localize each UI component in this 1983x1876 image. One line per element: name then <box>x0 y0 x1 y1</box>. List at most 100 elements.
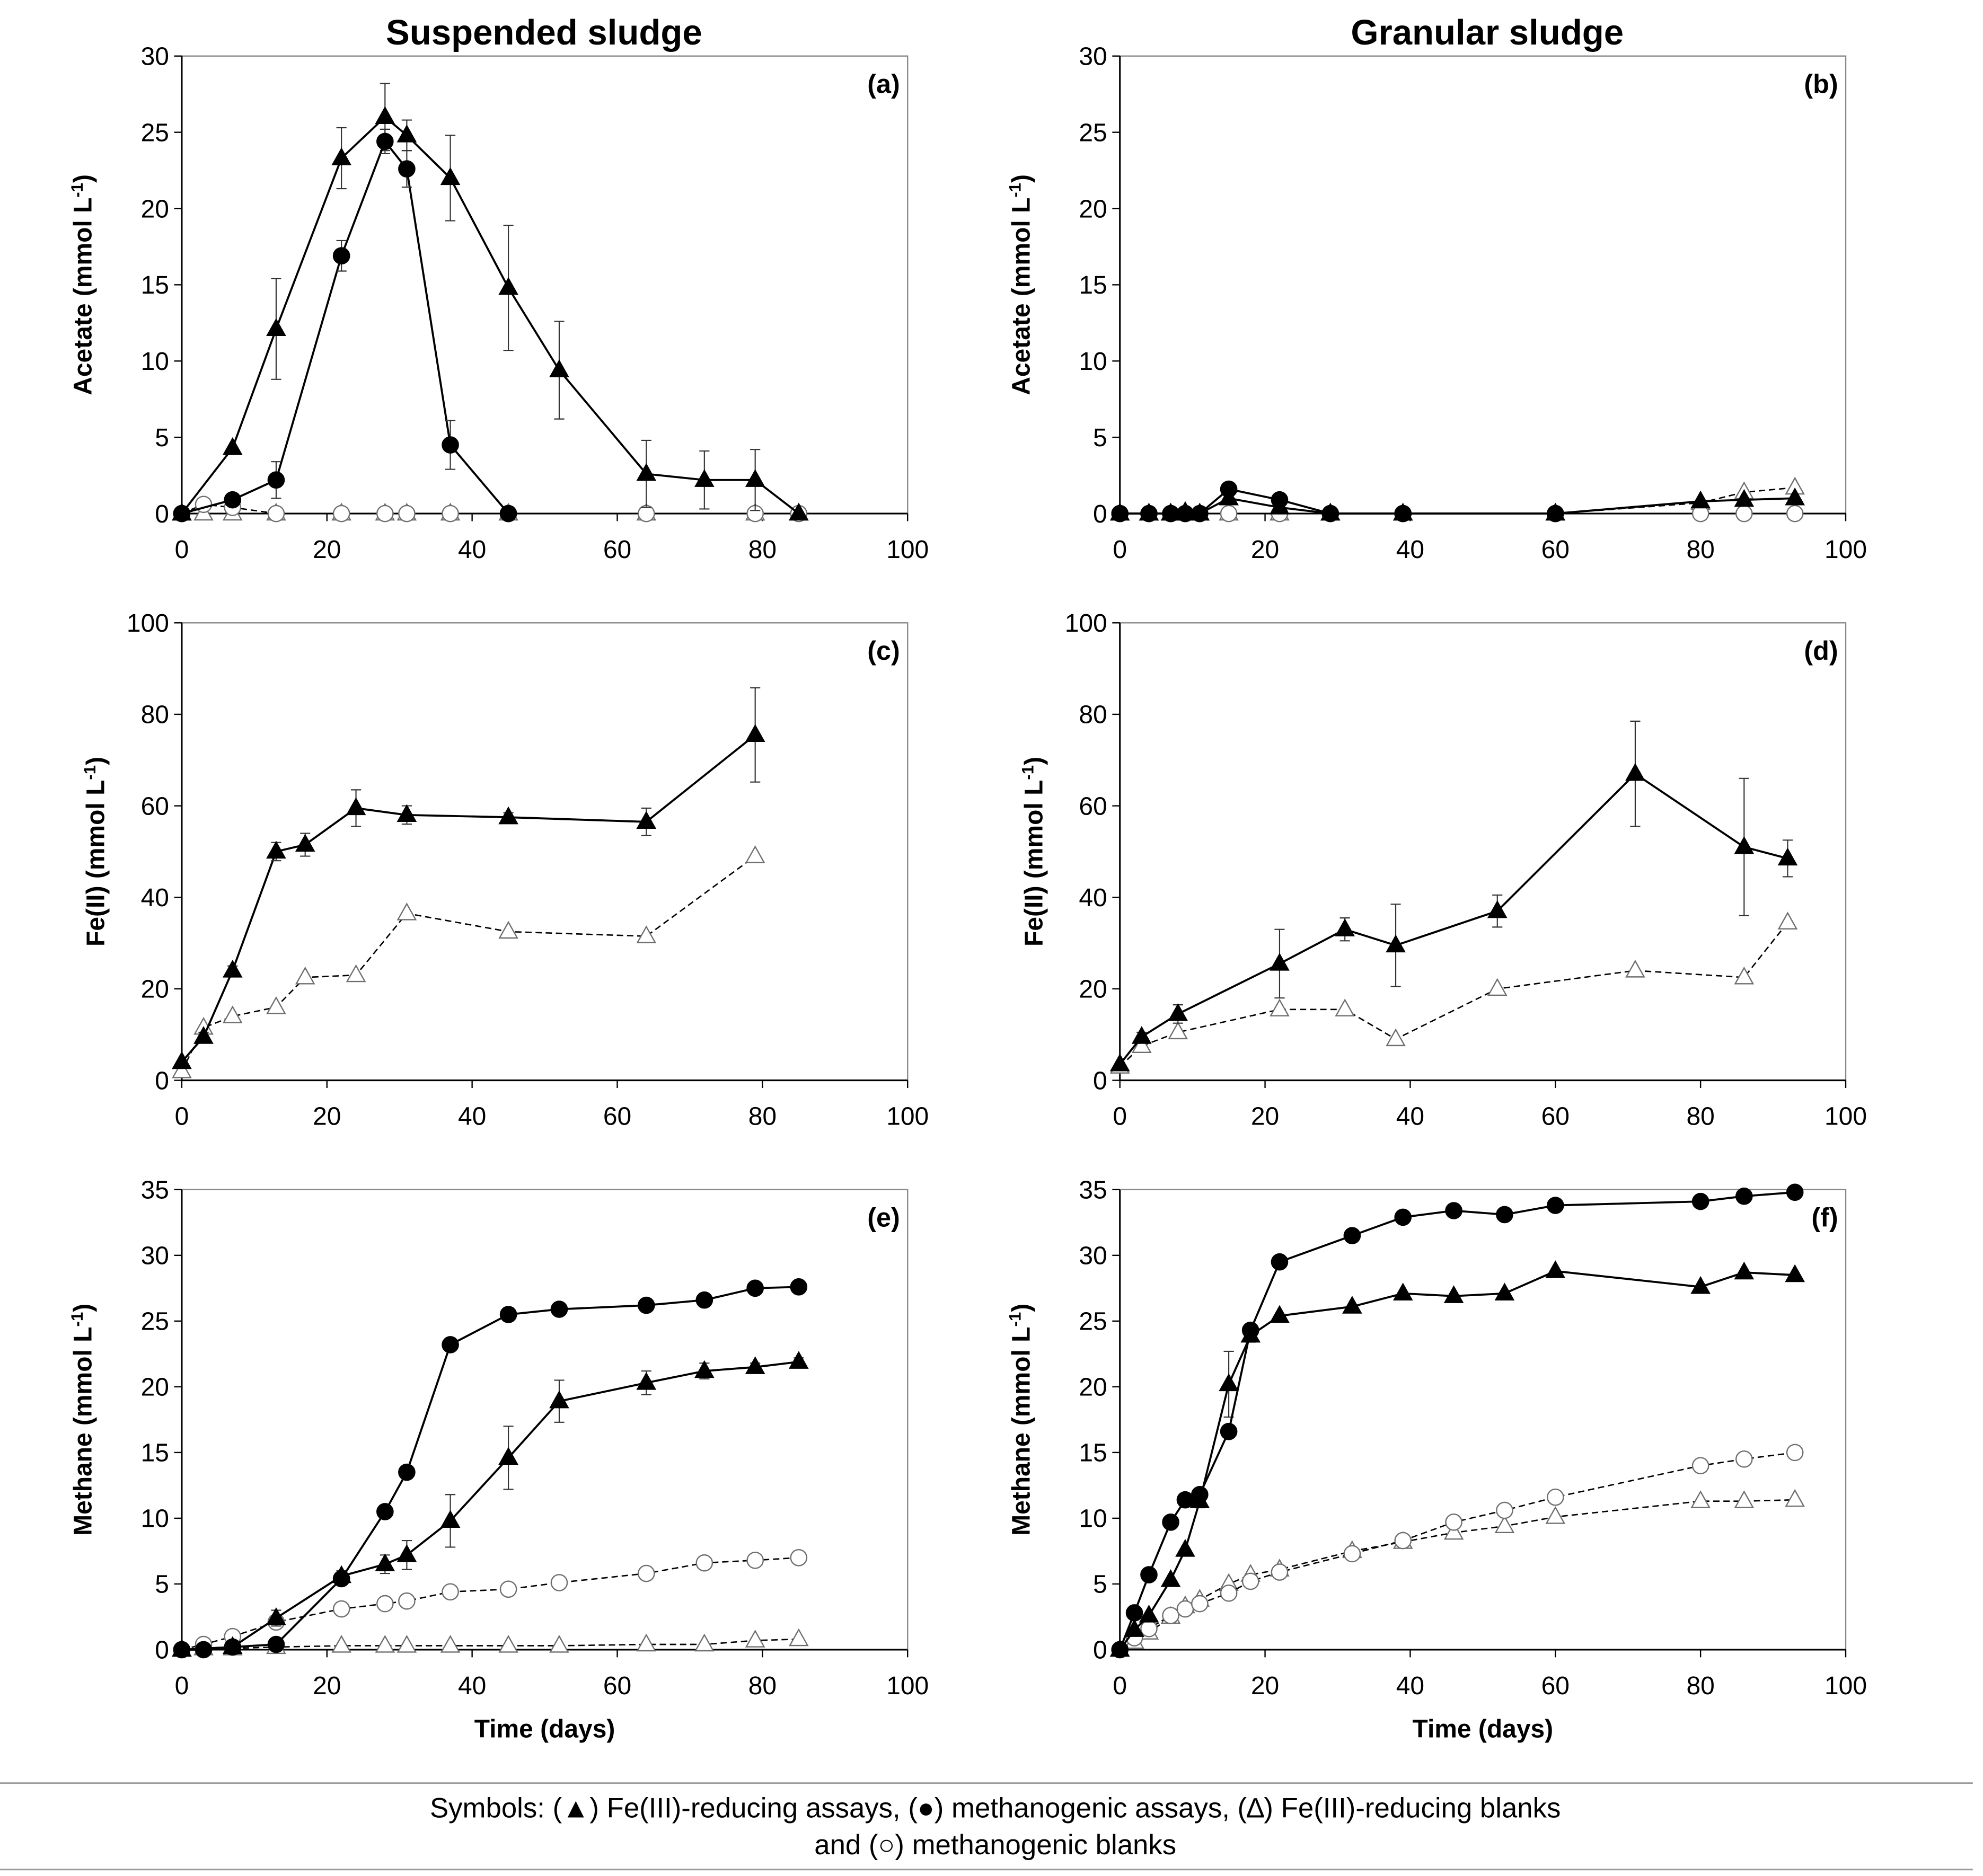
data-point-open-triangle <box>636 1633 657 1652</box>
x-tick-label: 0 <box>1113 1672 1127 1700</box>
data-point-filled-circle <box>1496 1206 1513 1224</box>
x-tick-label: 100 <box>1825 1103 1867 1131</box>
legend-punctuation: ( <box>861 1829 878 1861</box>
data-point-open-triangle <box>745 1630 765 1648</box>
data-point-filled-circle <box>1394 1208 1412 1226</box>
data-point-open-triangle <box>440 1635 461 1653</box>
data-point-filled-circle <box>224 1638 242 1656</box>
data-point-filled-circle <box>1691 1192 1709 1210</box>
data-point-filled-circle <box>1546 505 1564 523</box>
data-point-open-triangle <box>396 902 417 921</box>
y-axis-label-superscript: -1 <box>1006 1312 1025 1327</box>
data-point-open-triangle <box>346 964 366 983</box>
legend-caption: Symbols: (▲) Fe(III)-reducing assays, (●… <box>0 1782 1973 1871</box>
data-point-filled-circle <box>499 505 517 523</box>
x-tick-label: 20 <box>1251 1672 1279 1700</box>
data-point-filled-circle <box>398 1463 416 1481</box>
data-point-open-triangle <box>636 925 657 943</box>
legend-punctuation: ) <box>1264 1792 1281 1824</box>
x-tick-label: 80 <box>1686 1672 1714 1700</box>
y-tick-label: 0 <box>1093 1636 1107 1665</box>
data-point-filled-triangle <box>1734 489 1755 507</box>
data-point-open-circle <box>550 1574 568 1591</box>
x-tick-label: 100 <box>1825 1672 1867 1700</box>
data-point-open-triangle <box>295 966 315 985</box>
column-header-granular-sludge: Granular sludge <box>1351 13 1624 52</box>
y-axis-label-superscript: -1 <box>68 1312 86 1327</box>
series-filled-circle <box>173 1278 808 1659</box>
series-line <box>1119 772 1788 1065</box>
legend-label: methanogenic assays <box>951 1792 1222 1824</box>
column-header-suspended-sludge: Suspended sludge <box>386 13 702 52</box>
data-point-filled-triangle <box>1443 1285 1464 1303</box>
y-axis-label-close: ) <box>1007 174 1035 183</box>
x-tick-label: 60 <box>603 536 631 564</box>
y-tick-label: 40 <box>141 884 169 912</box>
legend-punctuation: ( <box>545 1792 562 1824</box>
x-tick-label: 80 <box>748 536 777 564</box>
data-point-filled-triangle <box>1270 1305 1290 1323</box>
x-axis-label: Time (days) <box>474 1715 615 1743</box>
data-point-open-triangle <box>1335 998 1355 1016</box>
y-axis-label: Acetate (mmol L-1) <box>1006 174 1036 395</box>
y-tick-label: 40 <box>1079 884 1107 912</box>
y-axis-label-superscript: -1 <box>1019 765 1037 780</box>
legend-symbol-open-triangle-icon: ∆ <box>1247 1792 1264 1824</box>
legend-lead: Symbols: <box>430 1792 545 1824</box>
legend-punctuation: , ( <box>893 1792 918 1824</box>
data-point-filled-triangle <box>788 502 809 521</box>
series-line <box>181 503 799 515</box>
y-axis-label-text: Fe(II) (mmol L <box>1020 780 1048 946</box>
data-point-filled-circle <box>195 1641 213 1659</box>
series-filled-circle <box>1111 1183 1804 1659</box>
y-tick-label: 20 <box>1079 195 1107 223</box>
y-tick-label: 10 <box>1079 348 1107 376</box>
data-point-filled-triangle <box>1690 1276 1711 1294</box>
x-tick-label: 60 <box>603 1672 631 1700</box>
data-point-filled-circle <box>499 1306 517 1323</box>
data-point-filled-circle <box>398 160 416 178</box>
data-point-filled-triangle <box>375 106 395 125</box>
data-point-open-circle <box>332 1600 350 1618</box>
x-tick-label: 0 <box>1113 1103 1127 1131</box>
series-open-triangle <box>172 845 765 1078</box>
data-point-filled-triangle <box>396 124 417 143</box>
x-tick-label: 60 <box>1541 1672 1570 1700</box>
x-tick-label: 80 <box>748 1672 777 1700</box>
x-tick-label: 40 <box>1396 1672 1424 1700</box>
data-point-filled-triangle <box>1131 1026 1152 1044</box>
legend-punctuation: ) <box>589 1792 606 1824</box>
chart-panel-c: 0 20 40 60 80 100 0 20 40 60 80 100 Fe(II) (mmol L-1… <box>81 609 929 1130</box>
data-point-filled-circle <box>1176 505 1194 523</box>
y-tick-label: 25 <box>1079 1308 1107 1336</box>
y-tick-label: 30 <box>141 43 169 71</box>
data-point-filled-triangle <box>1785 487 1805 506</box>
legend-label: Fe(III)-reducing assays <box>607 1792 893 1824</box>
data-point-open-triangle <box>1545 1506 1566 1524</box>
data-point-filled-triangle <box>1785 1264 1805 1282</box>
data-point-filled-triangle <box>1734 836 1755 854</box>
series-line <box>181 734 756 1063</box>
data-point-open-triangle <box>694 1633 715 1652</box>
y-tick-label: 25 <box>141 119 169 147</box>
data-point-open-triangle <box>1785 1489 1805 1507</box>
y-tick-label: 35 <box>141 1176 169 1205</box>
y-axis-label-close: ) <box>1007 1304 1035 1312</box>
data-point-filled-circle <box>1241 1321 1259 1339</box>
data-point-filled-triangle <box>788 1351 809 1369</box>
data-point-filled-circle <box>695 1291 713 1309</box>
y-axis-label-text: Fe(II) (mmol L <box>82 780 110 946</box>
data-point-open-triangle <box>222 1005 243 1023</box>
data-point-filled-circle <box>1111 505 1129 523</box>
y-tick-label: 5 <box>1093 424 1107 452</box>
data-point-filled-triangle <box>346 797 366 816</box>
y-axis-label-close: ) <box>82 757 110 765</box>
data-point-filled-circle <box>1271 1253 1289 1271</box>
y-tick-label: 30 <box>1079 43 1107 71</box>
data-point-open-triangle <box>498 1635 518 1653</box>
data-point-filled-triangle <box>266 840 286 859</box>
data-point-filled-triangle <box>375 1553 395 1571</box>
data-point-filled-triangle <box>549 1390 569 1409</box>
